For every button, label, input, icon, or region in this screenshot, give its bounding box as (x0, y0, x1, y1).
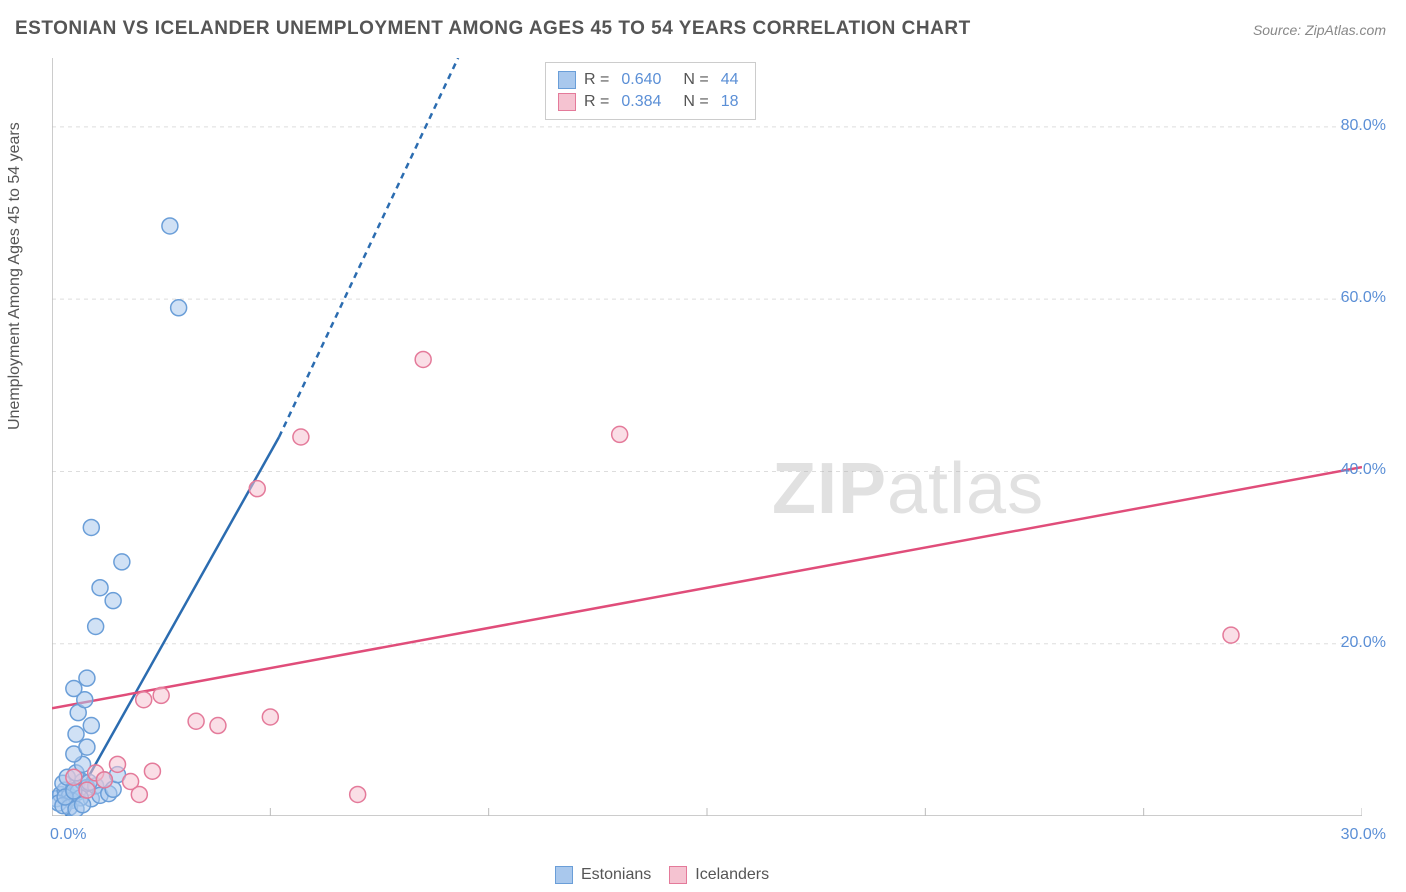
watermark-light: atlas (887, 449, 1044, 529)
watermark: ZIPatlas (772, 448, 1044, 530)
r-label: R = (584, 93, 609, 111)
stats-row-icelanders: R = 0.384 N = 18 (558, 91, 743, 113)
r-value-estonians: 0.640 (621, 71, 661, 89)
y-axis-label: Unemployment Among Ages 45 to 54 years (6, 122, 24, 430)
source-label: Source: ZipAtlas.com (1253, 22, 1386, 38)
legend-label-estonians: Estonians (581, 866, 651, 884)
y-tick-label: 80.0% (1341, 117, 1386, 135)
x-tick-label: 0.0% (50, 826, 86, 844)
stats-legend: R = 0.640 N = 44 R = 0.384 N = 18 (545, 62, 756, 120)
y-tick-label: 20.0% (1341, 634, 1386, 652)
n-value-estonians: 44 (721, 71, 739, 89)
chart-area: ZIPatlas (52, 58, 1362, 816)
scatter-plot (52, 58, 1362, 816)
y-tick-label: 60.0% (1341, 289, 1386, 307)
legend-item-estonians: Estonians (555, 866, 651, 884)
legend-swatch-estonians (555, 866, 573, 884)
series-legend: Estonians Icelanders (555, 866, 769, 884)
r-value-icelanders: 0.384 (621, 93, 661, 111)
legend-swatch-icelanders (669, 866, 687, 884)
chart-title: ESTONIAN VS ICELANDER UNEMPLOYMENT AMONG… (15, 18, 971, 40)
n-value-icelanders: 18 (721, 93, 739, 111)
n-label: N = (683, 93, 708, 111)
legend-label-icelanders: Icelanders (695, 866, 769, 884)
y-tick-label: 40.0% (1341, 461, 1386, 479)
legend-item-icelanders: Icelanders (669, 866, 769, 884)
x-tick-label: 30.0% (1341, 826, 1386, 844)
r-label: R = (584, 71, 609, 89)
watermark-bold: ZIP (772, 449, 887, 529)
swatch-icelanders (558, 93, 576, 111)
n-label: N = (683, 71, 708, 89)
swatch-estonians (558, 71, 576, 89)
stats-row-estonians: R = 0.640 N = 44 (558, 69, 743, 91)
